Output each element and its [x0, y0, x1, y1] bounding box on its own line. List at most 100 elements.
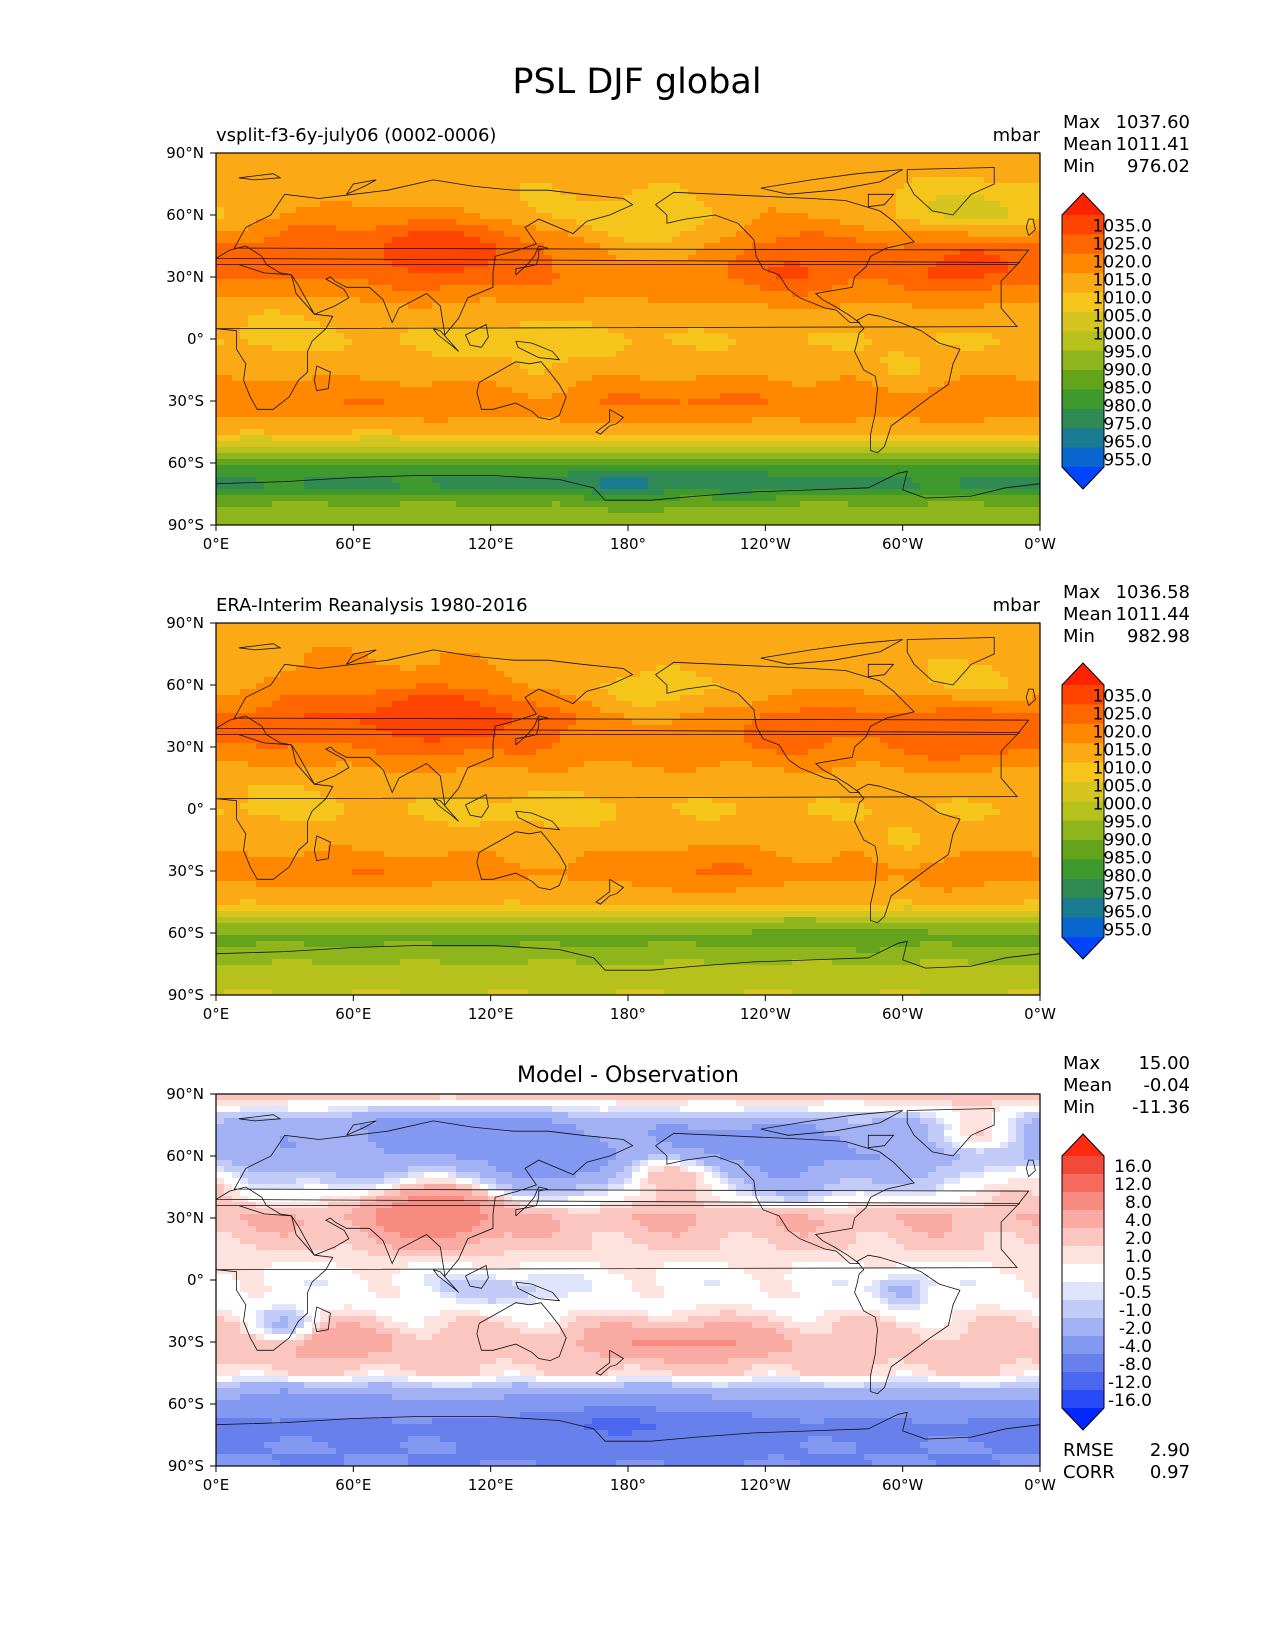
- coastlines: [216, 167, 1040, 501]
- coastline: [433, 328, 459, 352]
- coastline: [313, 835, 331, 862]
- colorbar-segment: [1062, 723, 1104, 744]
- coastlines: [216, 637, 1040, 971]
- colorbar-outline: [1061, 1133, 1105, 1431]
- colorbar-label: -4.0: [1119, 1337, 1152, 1357]
- coastline: [867, 1134, 895, 1149]
- colorbar-label: 980.0: [1103, 397, 1152, 417]
- colorbar-label: 1025.0: [1093, 235, 1152, 255]
- y-tick-label: 60°N: [166, 206, 204, 224]
- coastline: [465, 323, 489, 348]
- coastline: [216, 1120, 1030, 1277]
- map-panel-3: Model - Observation 0°E 60°E 120°E 180° 120°W…: [166, 1053, 1190, 1494]
- colorbar-extend-max: [1062, 663, 1104, 685]
- stat-label: RMSE: [1063, 1440, 1114, 1461]
- colorbar-segment: [1062, 273, 1104, 294]
- coastline: [238, 1114, 282, 1122]
- coastline: [854, 313, 961, 454]
- colorbar-segment: [1062, 1174, 1104, 1193]
- colorbar-segment: [1062, 447, 1104, 468]
- y-tick-label: 30°N: [166, 1209, 204, 1227]
- coastline: [515, 715, 548, 746]
- coastline: [1025, 688, 1036, 706]
- y-tick-label: 60°S: [168, 454, 204, 472]
- y-tick-label: 0°: [187, 800, 204, 818]
- stat-value: 976.02: [1127, 156, 1190, 177]
- coastline: [867, 193, 895, 208]
- colorbar-segment: [1062, 234, 1104, 255]
- colorbar-label: 975.0: [1103, 885, 1152, 905]
- colorbar-segment: [1062, 331, 1104, 352]
- colorbar-label: 1010.0: [1093, 759, 1152, 779]
- x-tick-label: 180°: [610, 1476, 646, 1494]
- colorbar-segment: [1062, 1318, 1104, 1337]
- colorbar-extend-min: [1062, 937, 1104, 959]
- y-tick-label: 90°S: [168, 516, 204, 534]
- coastline: [346, 179, 377, 195]
- stat-label: Min: [1063, 156, 1095, 177]
- coastline: [595, 878, 625, 905]
- stat-value: 1011.41: [1116, 134, 1190, 155]
- y-tick-label: 30°S: [168, 862, 204, 880]
- y-tick-label: 90°S: [168, 1457, 204, 1475]
- panel-units: mbar: [993, 595, 1041, 616]
- colorbar-label: 16.0: [1114, 1157, 1152, 1177]
- coastline: [854, 783, 961, 924]
- coastline: [216, 179, 1030, 336]
- coastline: [515, 1186, 548, 1217]
- x-tick-label: 60°W: [882, 1005, 924, 1023]
- y-tick-label: 90°N: [166, 144, 204, 162]
- colorbar-label: 1035.0: [1093, 687, 1152, 707]
- colorbar-label: 1005.0: [1093, 307, 1152, 327]
- colorbar-label: 0.5: [1125, 1265, 1152, 1285]
- figure-title: PSL DJF global: [512, 62, 761, 102]
- y-tick-label: 30°S: [168, 392, 204, 410]
- colorbar-label: 990.0: [1103, 361, 1152, 381]
- coastline: [238, 173, 282, 181]
- stat-value: -11.36: [1132, 1097, 1190, 1118]
- x-tick-label: 0°E: [203, 535, 230, 553]
- x-tick-label: 0°W: [1024, 535, 1056, 553]
- colorbar-label: 2.0: [1125, 1229, 1152, 1249]
- colorbar-segment: [1062, 1210, 1104, 1229]
- coastline: [760, 639, 903, 665]
- stat-value: 1037.60: [1116, 112, 1190, 133]
- coastline: [476, 1302, 567, 1362]
- colorbar-segment: [1062, 253, 1104, 274]
- colorbar-label: 1000.0: [1093, 795, 1152, 815]
- coastline: [476, 361, 567, 421]
- colorbar-segment: [1062, 704, 1104, 725]
- panel-units: mbar: [993, 125, 1041, 146]
- colorbar-segment: [1062, 1192, 1104, 1211]
- x-tick-label: 60°E: [335, 1005, 371, 1023]
- colorbar-label: 1015.0: [1093, 741, 1152, 761]
- colorbar-segment: [1062, 1264, 1104, 1283]
- colorbar-label: 1000.0: [1093, 325, 1152, 345]
- colorbar-segment: [1062, 1282, 1104, 1301]
- colorbar-segment: [1062, 878, 1104, 899]
- colorbar-segment: [1062, 1390, 1104, 1409]
- colorbar-label: 955.0: [1103, 921, 1152, 941]
- stat-label: Max: [1063, 112, 1101, 133]
- x-tick-label: 120°W: [740, 1476, 791, 1494]
- colorbar-segment: [1062, 370, 1104, 390]
- colorbar-label: 1020.0: [1093, 253, 1152, 273]
- coastline: [465, 793, 489, 818]
- x-tick-label: 120°W: [740, 535, 791, 553]
- colorbar-segment: [1062, 917, 1104, 938]
- y-tick-label: 30°N: [166, 738, 204, 756]
- colorbar-segment: [1062, 1156, 1104, 1175]
- colorbar-extend-max: [1062, 1134, 1104, 1156]
- x-tick-label: 120°E: [468, 1005, 514, 1023]
- y-tick-label: 90°S: [168, 986, 204, 1004]
- coastlines: [216, 1108, 1040, 1442]
- y-tick-label: 90°N: [166, 614, 204, 632]
- colorbar-label: 995.0: [1103, 813, 1152, 833]
- coastline: [854, 1254, 961, 1395]
- y-tick-label: 0°: [187, 1271, 204, 1289]
- y-tick-label: 60°S: [168, 1395, 204, 1413]
- map-panel-1: vsplit-f3-6y-july06 (0002-0006) mbar 0°E 60…: [166, 112, 1190, 553]
- x-tick-label: 120°W: [740, 1005, 791, 1023]
- coastline: [346, 1120, 377, 1136]
- colorbar-segment: [1062, 1336, 1104, 1355]
